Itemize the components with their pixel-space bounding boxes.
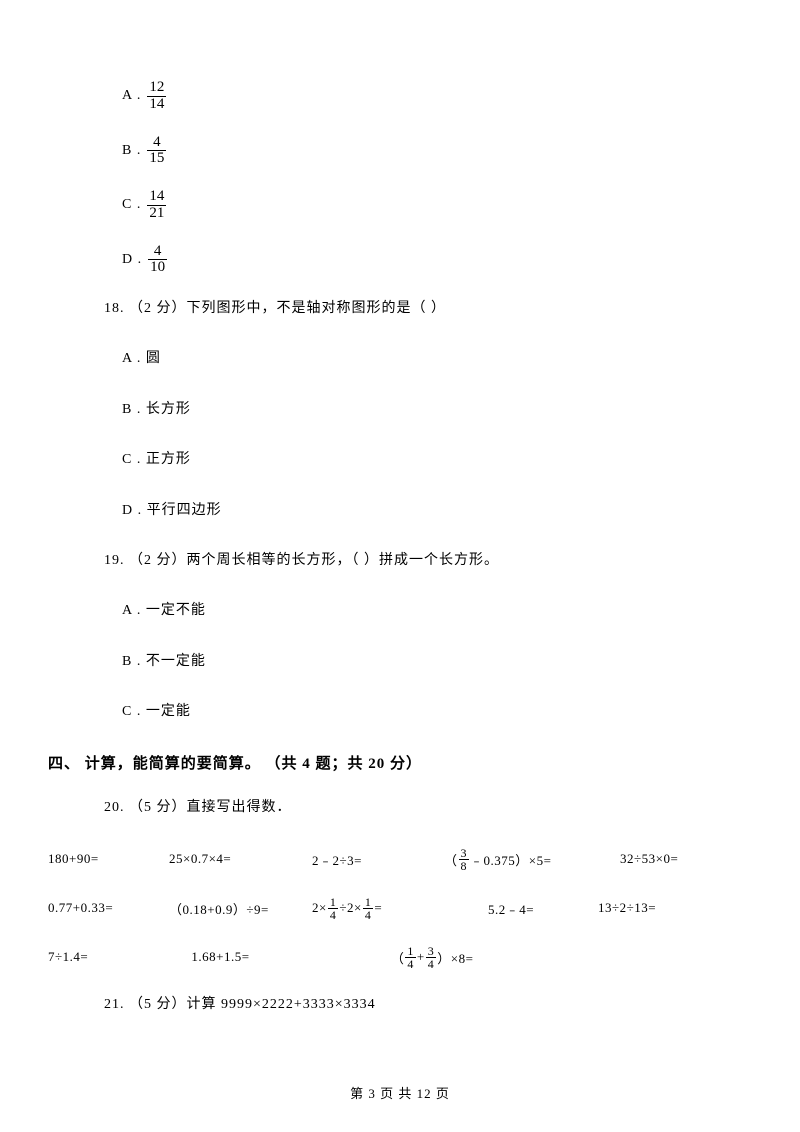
calc-cell: 1.68+1.5= [191,945,360,970]
calc-cell: 32÷53×0= [620,847,752,872]
option-text: 平行四边形 [147,503,222,518]
fraction-icon: 38 [459,847,470,872]
calc-cell: 2× 14 ÷2× 14 = [312,896,488,921]
frac-option-a[interactable]: A . 12 14 [48,80,752,113]
calc-row-1: 180+90= 25×0.7×4= 2﹣2÷3= （ 38 ﹣0.375）×5=… [48,847,752,872]
option-text: 圆 [146,351,161,366]
option-text: 长方形 [146,402,191,417]
fraction-icon: 14 [363,896,374,921]
q18-option-a[interactable]: A . 圆 [48,348,752,370]
fraction-icon: 12 14 [147,80,166,113]
option-letter: C . [122,452,146,467]
calc-cell: 25×0.7×4= [169,847,312,872]
frac-option-c[interactable]: C . 14 21 [48,189,752,222]
option-letter: D . [122,503,147,518]
q18-option-c[interactable]: C . 正方形 [48,449,752,471]
fraction-icon: 34 [426,945,437,970]
calc-cell: （0.18+0.9）÷9= [169,896,312,921]
option-text: 不一定能 [146,654,206,669]
q18-option-b[interactable]: B . 长方形 [48,399,752,421]
fraction-icon: 4 15 [147,135,166,168]
question-18-stem: 18. （2 分）下列图形中，不是轴对称图形的是（ ） [48,298,752,320]
option-letter: A . [122,351,146,366]
calc-cell: 7÷1.4= [48,945,191,970]
question-20-stem: 20. （5 分）直接写出得数． [48,797,752,819]
fraction-icon: 14 21 [147,189,166,222]
option-text: 一定能 [146,704,191,719]
frac-option-b[interactable]: B . 4 15 [48,135,752,168]
option-text: 正方形 [146,452,191,467]
fraction-icon: 14 [405,945,416,970]
calc-cell: 13÷2÷13= [598,896,752,921]
calc-cell: （ 38 ﹣0.375）×5= [444,847,620,872]
question-19-stem: 19. （2 分）两个周长相等的长方形，（ ）拼成一个长方形。 [48,550,752,572]
option-letter: C . [122,704,146,719]
fraction-icon: 14 [328,896,339,921]
question-21: 21. （5 分）计算 9999×2222+3333×3334 [48,994,752,1016]
page-footer: 第 3 页 共 12 页 [0,1083,800,1102]
calc-cell: （ 14 + 34 ）×8= [361,945,752,970]
calc-cell: 0.77+0.33= [48,896,169,921]
option-letter: D . [122,252,142,268]
option-text: 一定不能 [146,603,206,618]
calc-cell: 180+90= [48,847,169,872]
option-letter: B . [122,402,146,417]
frac-option-d[interactable]: D . 4 10 [48,244,752,277]
calc-row-3: 7÷1.4= 1.68+1.5= （ 14 + 34 ）×8= [48,945,752,970]
option-letter: B . [122,143,141,159]
option-letter: A . [122,603,146,618]
q19-option-a[interactable]: A . 一定不能 [48,600,752,622]
option-letter: A . [122,88,141,104]
calc-cell: 2﹣2÷3= [312,847,444,872]
q19-option-c[interactable]: C . 一定能 [48,701,752,723]
section-4-title: 四、 计算，能简算的要简算。 （共 4 题；共 20 分） [48,752,752,773]
option-letter: C . [122,197,141,213]
q18-option-d[interactable]: D . 平行四边形 [48,500,752,522]
fraction-icon: 4 10 [148,244,167,277]
q19-option-b[interactable]: B . 不一定能 [48,651,752,673]
option-letter: B . [122,654,146,669]
calc-cell: 5.2﹣4= [488,896,598,921]
calc-row-2: 0.77+0.33= （0.18+0.9）÷9= 2× 14 ÷2× 14 = … [48,896,752,921]
